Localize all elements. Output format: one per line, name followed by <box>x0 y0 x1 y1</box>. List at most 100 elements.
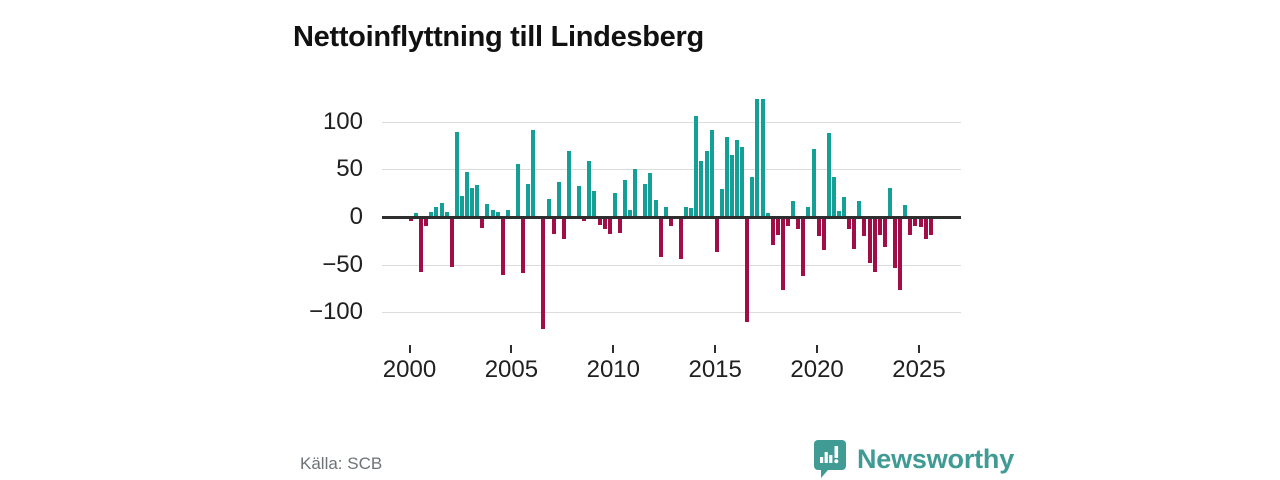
gridline <box>382 312 961 314</box>
bar-2002-q4 <box>465 172 470 217</box>
x-axis-tick <box>918 345 920 353</box>
brand-name: Newsworthy <box>857 443 1015 474</box>
bar-2024-q4 <box>913 217 918 226</box>
bar-2022-q2 <box>862 217 867 237</box>
x-axis-tick <box>816 345 819 353</box>
bar-2000-q2 <box>414 213 419 217</box>
bar-2017-q2 <box>760 98 765 217</box>
bar-2022-q4 <box>872 217 877 273</box>
bar-2004-q3 <box>500 217 505 276</box>
bar-2011-q1 <box>633 169 638 217</box>
x-axis-tick <box>714 345 717 353</box>
bar-2015-q2 <box>719 189 724 217</box>
bar-2016-q3 <box>745 217 750 322</box>
bar-2025-q3 <box>928 217 933 236</box>
bar-2025-q1 <box>918 217 923 227</box>
bar-2018-q3 <box>786 217 791 226</box>
bar-2019-q2 <box>801 217 806 277</box>
bar-2017-q3 <box>765 213 770 217</box>
bar-2021-q1 <box>836 211 841 217</box>
bar-2010-q2 <box>617 217 622 234</box>
bar-2008-q3 <box>582 217 587 221</box>
bar-2016-q2 <box>740 147 745 217</box>
x-axis-label: 2005 <box>484 356 539 383</box>
bar-2012-q4 <box>668 217 673 226</box>
bar-2017-q4 <box>770 217 775 245</box>
bar-2005-q3 <box>521 217 526 274</box>
bar-2019-q3 <box>806 206 811 217</box>
y-axis-label: 50 <box>336 155 363 183</box>
gridline <box>382 264 961 266</box>
gridline <box>382 121 961 123</box>
x-axis-label: 2000 <box>382 356 437 383</box>
x-axis-tick <box>612 345 615 353</box>
bar-2003-q4 <box>485 203 490 217</box>
bar-2014-q3 <box>704 151 709 217</box>
bar-2013-q4 <box>689 208 694 217</box>
x-axis-label: 2010 <box>586 356 640 383</box>
bar-2006-q3 <box>541 217 546 329</box>
bar-2017-q1 <box>755 98 760 217</box>
bar-2009-q4 <box>607 217 612 235</box>
bar-2013-q2 <box>679 217 684 259</box>
bar-2006-q1 <box>531 130 536 217</box>
bar-2000-q4 <box>424 217 429 226</box>
bar-2002-q1 <box>449 217 454 267</box>
bar-2012-q3 <box>663 206 668 217</box>
bar-2015-q4 <box>729 154 734 217</box>
bar-2015-q3 <box>724 136 729 217</box>
bar-2024-q3 <box>908 217 913 236</box>
y-axis-label: −100 <box>308 298 363 326</box>
bar-2025-q2 <box>923 217 928 239</box>
bar-2014-q1 <box>694 115 699 217</box>
gridline <box>382 169 961 171</box>
bar-2021-q3 <box>847 217 852 230</box>
brand-logo: Newsworthy <box>813 439 1014 479</box>
bar-2021-q2 <box>842 196 847 217</box>
bar-2010-q1 <box>612 193 617 217</box>
y-axis-label: 100 <box>322 107 363 135</box>
x-axis-label: 2020 <box>790 356 844 383</box>
bar-2023-q3 <box>887 188 892 217</box>
bar-2003-q1 <box>470 188 475 217</box>
bar-2020-q2 <box>821 217 826 251</box>
bar-2011-q4 <box>648 173 653 217</box>
bar-2004-q2 <box>495 212 500 217</box>
bar-2007-q4 <box>566 151 571 217</box>
bar-2022-q3 <box>867 217 872 263</box>
bar-2008-q2 <box>577 185 582 217</box>
bar-2020-q3 <box>826 133 831 217</box>
x-axis-tick <box>408 345 411 353</box>
bar-2007-q2 <box>556 181 561 217</box>
source-note: Källa: SCB <box>300 454 383 473</box>
speech-bubble-bar-chart-icon <box>814 440 846 478</box>
bar-2010-q3 <box>622 179 627 217</box>
zero-axis-line <box>382 215 961 219</box>
bar-2001-q1 <box>429 212 434 217</box>
bar-2004-q1 <box>490 210 495 217</box>
bar-2003-q3 <box>480 217 485 229</box>
y-axis-label: 0 <box>349 203 363 230</box>
bar-2001-q3 <box>439 202 444 217</box>
bar-2002-q3 <box>459 196 464 217</box>
bar-2009-q3 <box>602 217 607 230</box>
bar-2015-q1 <box>714 217 719 253</box>
bar-2024-q1 <box>898 217 903 291</box>
bar-2024-q2 <box>903 204 908 217</box>
bar-2016-q1 <box>735 139 740 217</box>
bar-2009-q2 <box>597 217 602 225</box>
chart-title: Nettoinflyttning till Lindesberg <box>293 21 704 54</box>
bar-2001-q2 <box>434 207 439 217</box>
bar-2022-q1 <box>857 200 862 217</box>
bar-2020-q1 <box>816 217 821 237</box>
bar-2016-q4 <box>750 176 755 217</box>
bar-2014-q2 <box>699 160 704 217</box>
bar-2019-q1 <box>796 217 801 230</box>
bar-2005-q4 <box>526 183 531 217</box>
bar-2013-q3 <box>684 206 689 217</box>
bar-2009-q1 <box>592 191 597 217</box>
bar-2018-q1 <box>775 217 780 236</box>
bar-2014-q4 <box>709 130 714 217</box>
bar-2023-q4 <box>893 217 898 268</box>
